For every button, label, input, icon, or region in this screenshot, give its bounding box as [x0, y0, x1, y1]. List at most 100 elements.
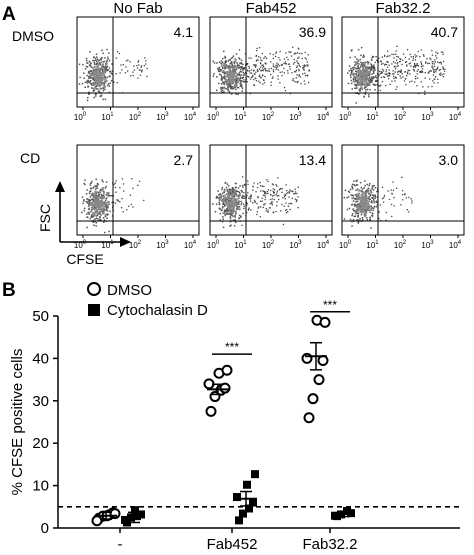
event-dot [277, 177, 279, 179]
event-dot [103, 219, 106, 221]
event-dot [242, 194, 244, 197]
event-dot [233, 215, 236, 218]
event-dot [236, 74, 239, 77]
event-dot [397, 65, 399, 67]
event-dot [266, 69, 268, 72]
event-dot [96, 84, 98, 87]
event-dot [120, 207, 123, 209]
event-dot [253, 84, 255, 86]
event-dot [355, 71, 358, 73]
event-dot [229, 207, 232, 210]
event-dot [383, 195, 386, 197]
event-dot [379, 73, 381, 75]
flow-tick-label: 103 [421, 112, 434, 122]
event-dot [235, 193, 238, 195]
event-dot [368, 81, 371, 84]
event-dot [433, 71, 435, 73]
event-dot [91, 206, 94, 209]
event-dot [287, 192, 289, 194]
event-dot [248, 65, 250, 68]
event-dot [101, 205, 104, 208]
event-dot [86, 66, 89, 68]
event-dot [106, 61, 108, 63]
event-dot [231, 187, 234, 189]
event-dot [385, 69, 387, 71]
event-dot [221, 71, 224, 74]
event-dot [366, 69, 369, 72]
event-dot [93, 74, 96, 77]
event-dot [93, 199, 96, 202]
event-dot [264, 62, 266, 64]
event-dot [355, 219, 358, 221]
event-dot [221, 61, 224, 64]
event-dot [242, 197, 244, 199]
event-dot [416, 55, 418, 57]
event-dot [440, 72, 442, 74]
event-dot [226, 183, 229, 185]
cd-point [121, 515, 129, 524]
event-dot [372, 200, 375, 203]
event-dot [235, 88, 237, 91]
event-dot [243, 67, 246, 70]
event-dot [94, 86, 97, 89]
event-dot [343, 196, 346, 199]
event-dot [104, 78, 107, 81]
event-dot [400, 70, 402, 73]
event-dot [439, 68, 442, 71]
event-dot [96, 62, 99, 65]
event-dot [263, 82, 266, 84]
event-dot [414, 81, 416, 83]
event-dot [357, 221, 360, 223]
event-dot [101, 69, 104, 71]
event-dot [222, 57, 224, 60]
flow-tick-label: 101 [101, 112, 114, 122]
event-dot [216, 76, 218, 78]
event-dot [222, 202, 225, 205]
event-dot [357, 203, 359, 205]
event-dot [227, 83, 230, 86]
event-dot [357, 84, 360, 86]
event-dot [117, 200, 119, 202]
event-dot [111, 63, 113, 65]
event-dot [308, 70, 310, 72]
event-dot [87, 86, 89, 88]
y-tick-label: 0 [41, 520, 49, 537]
event-dot [392, 61, 395, 63]
event-dot [384, 54, 386, 57]
event-dot [92, 198, 95, 201]
event-dot [282, 197, 284, 199]
y-tick-label: 50 [32, 308, 49, 325]
event-dot [388, 78, 390, 80]
event-dot [362, 67, 364, 70]
event-dot [349, 188, 352, 191]
event-dot [358, 72, 361, 75]
event-dot [366, 68, 368, 71]
event-dot [270, 194, 272, 196]
event-dot [87, 93, 90, 95]
event-dot [364, 209, 366, 211]
cd-point [233, 493, 241, 502]
event-dot [296, 66, 298, 69]
event-dot [104, 75, 106, 78]
event-dot [232, 215, 234, 217]
event-dot [379, 204, 382, 206]
event-dot [407, 72, 409, 75]
event-dot [364, 180, 366, 182]
event-dot [213, 62, 216, 64]
event-dot [220, 70, 222, 72]
event-dot [237, 86, 240, 89]
event-dot [356, 58, 358, 60]
event-dot [419, 56, 421, 58]
event-dot [247, 192, 249, 194]
event-dot [104, 213, 107, 216]
event-dot [406, 209, 408, 211]
event-dot [306, 61, 308, 63]
event-dot [351, 214, 353, 217]
event-dot [392, 73, 394, 75]
event-dot [92, 90, 95, 92]
event-dot [109, 82, 111, 84]
event-dot [244, 53, 247, 55]
event-dot [235, 190, 237, 192]
event-dot [261, 60, 263, 62]
event-dot [393, 73, 395, 75]
